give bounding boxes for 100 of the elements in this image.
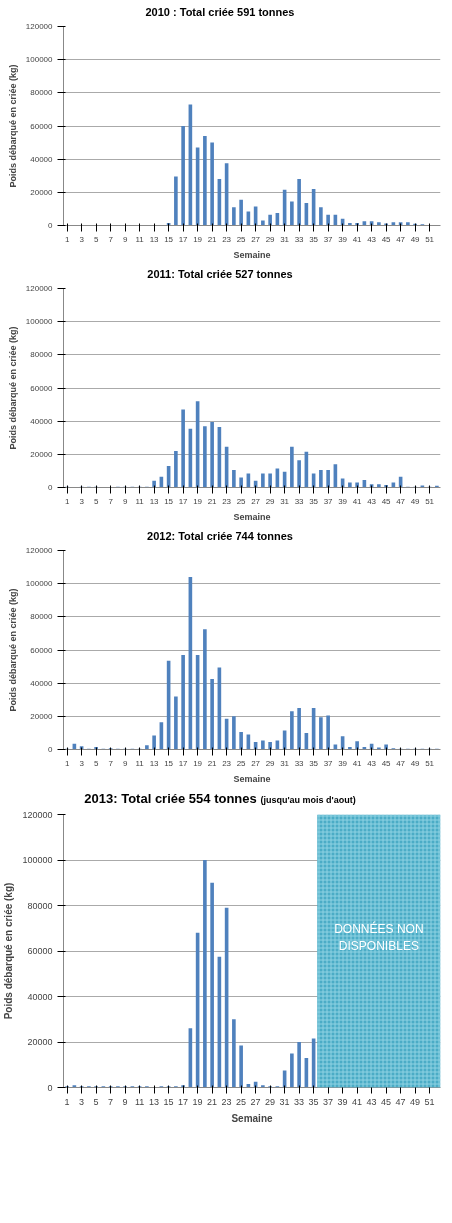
x-tick-label: 33: [294, 234, 305, 244]
x-axis-title: Semaine: [233, 249, 271, 260]
y-tick-label: 0: [48, 221, 54, 230]
x-tick-label: 23: [221, 1096, 232, 1107]
x-tick-label: 45: [381, 1096, 392, 1107]
x-tick-label: 31: [279, 1096, 290, 1107]
x-axis-title: Semaine: [233, 773, 271, 784]
x-tick-label: 23: [222, 496, 232, 506]
x-tick-label: 3: [79, 758, 85, 768]
chart-title: 2010 : Total criée 591 tonnes: [144, 5, 296, 20]
x-tick-label: 25: [236, 496, 247, 506]
x-tick-label: 43: [366, 1096, 377, 1107]
x-tick-label: 49: [410, 234, 421, 244]
y-tick-label: 80000: [30, 612, 54, 622]
y-tick-label: 40000: [27, 991, 53, 1002]
x-tick-label: 3: [79, 496, 85, 506]
x-tick-label: 19: [192, 1096, 203, 1107]
y-tick-label: 20000: [30, 187, 54, 197]
x-tick-label: 29: [265, 758, 276, 768]
x-tick-label: 27: [251, 758, 261, 768]
x-tick-label: 23: [222, 234, 232, 244]
x-tick-label: 11: [135, 234, 145, 244]
x-tick-label: 9: [122, 234, 128, 244]
y-tick-label: 120000: [25, 284, 54, 293]
x-tick-label: 27: [251, 234, 261, 244]
y-tick-label: 120000: [22, 809, 53, 820]
x-tick-label: 51: [424, 1096, 435, 1107]
x-tick-label: 41: [352, 496, 363, 506]
y-tick-label: 0: [48, 483, 54, 492]
x-tick-label: 13: [149, 234, 160, 244]
x-tick-label: 33: [294, 758, 305, 768]
x-tick-label: 17: [178, 234, 189, 244]
x-tick-label: 21: [207, 758, 218, 768]
x-tick-label: 35: [309, 496, 319, 506]
y-tick-label: 60000: [27, 946, 53, 956]
x-tick-label: 15: [164, 758, 174, 768]
x-tick-label: 7: [108, 234, 114, 244]
y-tick-label: 40000: [30, 416, 54, 426]
y-tick-label: 20000: [30, 711, 54, 721]
x-tick-label: 15: [164, 234, 174, 244]
x-tick-label: 43: [367, 234, 377, 244]
x-tick-label: 7: [108, 1096, 114, 1107]
x-tick-label: 43: [367, 758, 377, 768]
x-tick-label: 19: [193, 496, 203, 506]
x-tick-label: 7: [108, 496, 114, 506]
y-axis-title: Poids débarqué en criée (kg): [7, 588, 18, 712]
y-tick-label: 80000: [30, 350, 54, 360]
x-tick-label: 51: [425, 234, 435, 244]
y-axis-title: Poids débarqué en criée (kg): [3, 882, 15, 1020]
x-tick-label: 37: [323, 758, 334, 768]
x-tick-label: 35: [308, 1096, 319, 1107]
y-tick-label: 100000: [25, 317, 54, 327]
x-tick-label: 25: [236, 758, 247, 768]
x-tick-label: 25: [236, 1096, 247, 1107]
chart-title: 2011: Total criée 527 tonnes: [146, 267, 294, 282]
x-tick-label: 49: [410, 496, 421, 506]
x-tick-label: 45: [381, 234, 392, 244]
x-tick-label: 45: [381, 758, 392, 768]
chart-title: 2012: Total criée 744 tonnes: [146, 529, 294, 544]
y-tick-label: 100000: [25, 55, 54, 65]
y-tick-label: 40000: [30, 154, 54, 164]
x-tick-label: 31: [280, 758, 290, 768]
x-tick-label: 13: [149, 758, 160, 768]
x-axis-title: Semaine: [233, 511, 271, 522]
x-tick-label: 37: [323, 496, 334, 506]
chart-title: 2013: Total criée 554 tonnes: [84, 791, 257, 806]
x-tick-label: 37: [323, 1096, 334, 1107]
y-tick-label: 0: [48, 745, 54, 754]
y-tick-label: 20000: [27, 1037, 53, 1047]
x-tick-label: 39: [338, 234, 348, 244]
y-tick-label: 40000: [30, 678, 54, 688]
x-tick-label: 47: [396, 496, 406, 506]
x-tick-label: 37: [323, 234, 334, 244]
x-tick-label: 15: [163, 1096, 174, 1107]
x-tick-label: 21: [207, 234, 218, 244]
x-tick-label: 51: [425, 496, 435, 506]
x-tick-label: 41: [352, 758, 363, 768]
x-tick-label: 3: [79, 1096, 85, 1107]
x-tick-label: 51: [425, 758, 435, 768]
x-tick-label: 5: [93, 496, 99, 506]
y-tick-label: 120000: [25, 22, 54, 31]
x-tick-label: 1: [64, 496, 70, 506]
x-tick-label: 11: [135, 758, 145, 768]
x-tick-label: 19: [193, 234, 203, 244]
y-tick-label: 20000: [30, 449, 54, 459]
y-tick-label: 120000: [25, 546, 54, 555]
y-tick-label: 100000: [22, 855, 53, 865]
x-tick-label: 33: [294, 496, 305, 506]
y-tick-label: 60000: [30, 121, 54, 131]
x-tick-label: 39: [338, 758, 348, 768]
x-tick-label: 41: [352, 234, 363, 244]
x-tick-label: 29: [265, 1096, 276, 1107]
x-tick-label: 17: [178, 758, 189, 768]
x-tick-label: 31: [280, 234, 290, 244]
x-tick-label: 1: [64, 234, 70, 244]
x-tick-label: 35: [309, 234, 319, 244]
x-tick-label: 15: [164, 496, 174, 506]
x-tick-label: 39: [337, 1096, 348, 1107]
x-tick-label: 39: [338, 496, 348, 506]
x-tick-label: 21: [207, 1096, 218, 1107]
